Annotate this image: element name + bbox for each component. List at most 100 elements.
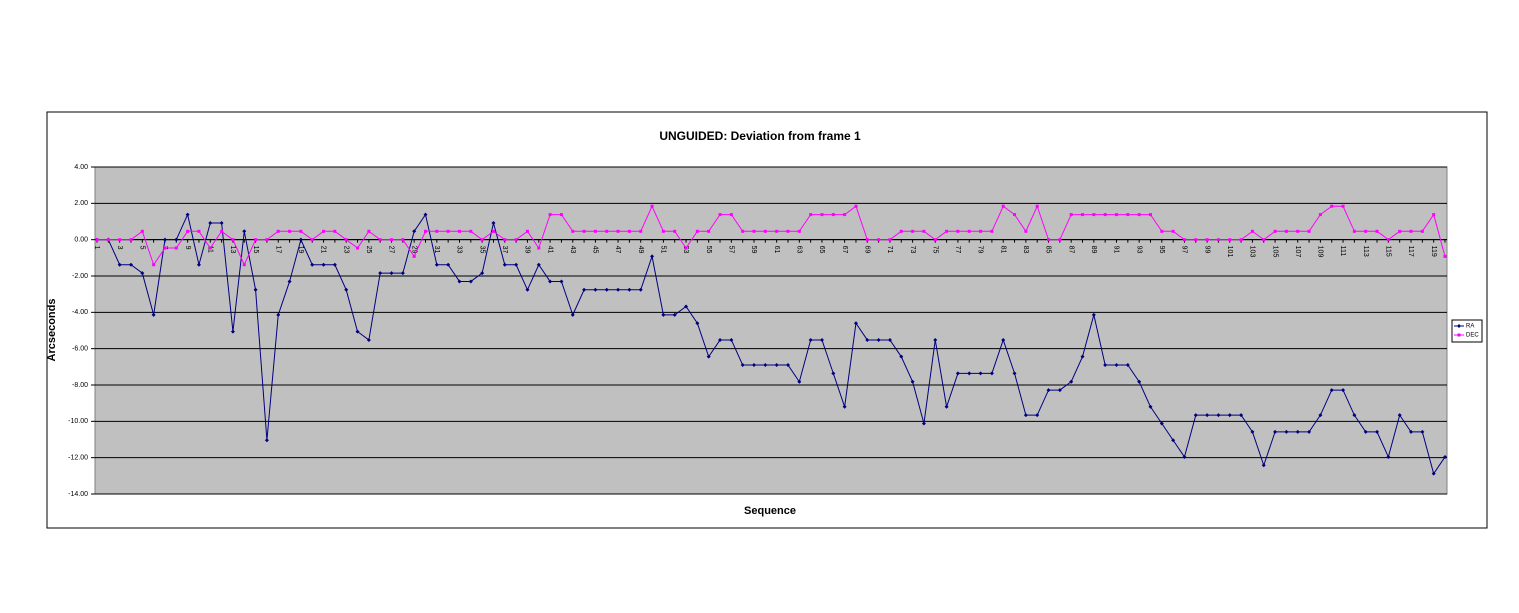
data-point [1182,238,1186,242]
data-point [1250,229,1254,233]
data-point [910,379,915,384]
data-point [740,363,745,368]
x-tick-label: 53 [682,246,689,254]
data-point [1397,413,1402,418]
data-point [1295,429,1300,434]
y-tick-label: -2.00 [72,273,88,280]
data-point [1228,238,1232,242]
legend-label: DEC [1466,333,1479,339]
data-point [197,229,201,233]
x-tick-label: 29 [410,246,417,254]
data-point [1239,413,1244,418]
x-tick-label: 5 [138,246,145,250]
data-point [831,371,836,376]
data-point [582,229,586,233]
y-tick-label: -4.00 [72,309,88,316]
data-point [1069,379,1074,384]
x-tick-label: 45 [592,246,599,254]
data-point [1035,204,1039,208]
data-point [1409,429,1414,434]
data-point [186,229,190,233]
x-tick-label: 39 [524,246,531,254]
data-point [1125,363,1130,368]
data-point [117,262,122,267]
data-point [1148,404,1153,409]
data-point [424,229,428,233]
data-point [605,229,609,233]
data-point [819,337,824,342]
x-tick-label: 73 [909,246,916,254]
data-point [355,329,360,334]
data-point [242,229,247,234]
data-point [322,229,326,233]
x-tick-label: 41 [546,246,553,254]
data-point [242,263,246,267]
data-point [1216,238,1220,242]
data-point [1307,429,1312,434]
x-tick-label: 117 [1407,246,1414,257]
data-point [390,238,394,242]
data-point [1137,379,1142,384]
x-tick-label: 1 [93,246,100,250]
data-point [310,262,315,267]
x-tick-label: 103 [1249,246,1256,258]
data-point [1443,254,1447,258]
data-point [616,229,620,233]
data-point [593,287,598,292]
x-tick-label: 109 [1317,246,1324,258]
data-point [955,371,960,376]
data-point [785,363,790,368]
data-point [332,262,337,267]
data-point [1420,229,1424,233]
data-point [673,229,677,233]
data-point [990,229,994,233]
data-point [480,271,485,276]
x-tick-label: 15 [252,246,259,254]
data-point [367,229,371,233]
data-point [423,212,428,217]
data-point [1250,429,1255,434]
x-tick-label: 27 [388,246,395,254]
x-tick-label: 91 [1113,246,1120,254]
x-tick-label: 81 [999,246,1006,254]
data-point [412,254,416,258]
data-point [706,354,711,359]
data-point [480,238,484,242]
data-point [378,238,382,242]
data-point [412,229,417,234]
data-point [548,213,552,217]
data-point [129,238,133,242]
data-point [865,337,870,342]
data-point [933,337,938,342]
data-point [695,321,700,326]
data-point [1273,229,1277,233]
legend-marker [1457,324,1461,328]
x-tick-label: 85 [1045,246,1052,254]
data-point [265,238,269,242]
data-point [298,237,303,242]
data-point [435,229,439,233]
data-point [162,237,167,242]
x-tick-label: 79 [977,246,984,254]
x-tick-label: 17 [274,246,281,254]
x-tick-label: 95 [1158,246,1165,254]
data-point [1398,229,1402,233]
x-tick-label: 37 [501,246,508,254]
data-point [1431,471,1436,476]
data-point [128,262,133,267]
data-point [967,229,971,233]
data-point [208,246,212,250]
data-point [400,271,405,276]
x-tick-label: 25 [365,246,372,254]
data-point [1035,413,1040,418]
data-point [650,204,654,208]
data-point [707,229,711,233]
data-point [446,262,451,267]
data-point [264,438,269,443]
x-tick-label: 13 [229,246,236,254]
data-point [1352,413,1357,418]
data-point [196,262,201,267]
data-point [468,279,473,284]
data-point [843,213,847,217]
data-point [729,337,734,342]
